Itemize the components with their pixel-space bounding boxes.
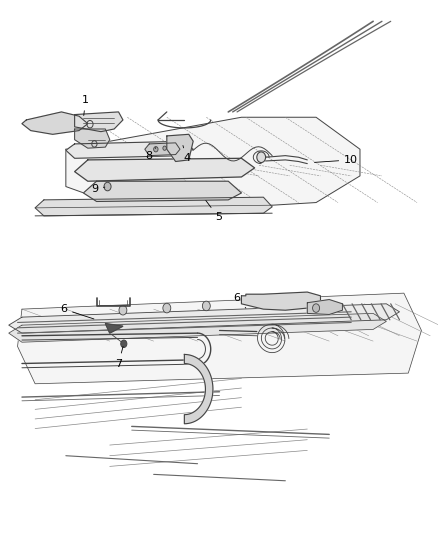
Polygon shape [66, 141, 193, 158]
Text: 4: 4 [183, 146, 190, 163]
Circle shape [120, 340, 127, 348]
Text: 7: 7 [115, 346, 123, 368]
Circle shape [162, 146, 166, 150]
Text: 9: 9 [91, 184, 105, 194]
Text: 1: 1 [82, 95, 89, 116]
Polygon shape [74, 129, 110, 148]
Polygon shape [9, 304, 399, 333]
Circle shape [119, 305, 127, 315]
Polygon shape [105, 324, 123, 333]
Polygon shape [307, 300, 342, 314]
Circle shape [162, 303, 170, 313]
Polygon shape [18, 293, 420, 384]
Text: 10: 10 [314, 155, 357, 165]
Circle shape [153, 147, 158, 152]
Polygon shape [83, 181, 241, 201]
Circle shape [312, 304, 319, 312]
Polygon shape [74, 112, 123, 132]
Polygon shape [35, 197, 272, 216]
Polygon shape [241, 292, 320, 310]
Polygon shape [66, 117, 359, 213]
Polygon shape [74, 158, 254, 181]
Text: 8: 8 [145, 148, 155, 161]
Polygon shape [145, 143, 180, 156]
Circle shape [202, 301, 210, 311]
Circle shape [256, 152, 265, 163]
Polygon shape [184, 354, 212, 424]
Text: 6: 6 [60, 304, 94, 319]
Polygon shape [166, 134, 193, 161]
Text: 6: 6 [233, 294, 245, 308]
Polygon shape [22, 112, 88, 134]
Circle shape [104, 182, 111, 191]
Text: 5: 5 [205, 200, 222, 222]
Polygon shape [9, 313, 385, 342]
